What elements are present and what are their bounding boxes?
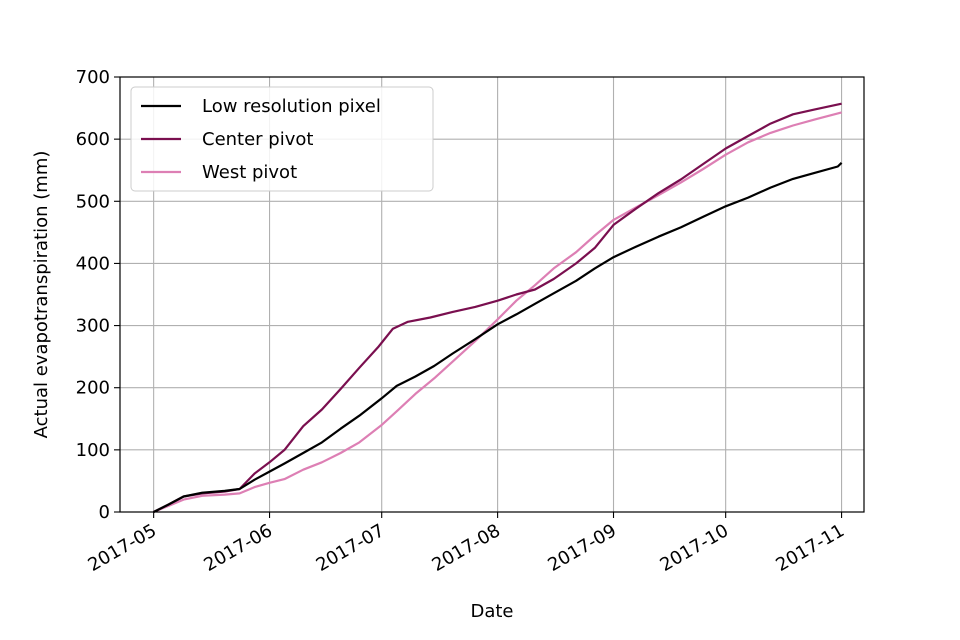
legend-label: West pivot <box>202 162 297 183</box>
y-tick-label: 400 <box>76 253 110 274</box>
legend-box <box>130 86 434 192</box>
series-line <box>153 102 842 513</box>
series-line <box>153 162 843 513</box>
series-line <box>153 111 842 514</box>
legend: Low resolution pixel Center pivot West piv… <box>130 86 434 192</box>
legend-label: Low resolution pixel <box>202 96 381 117</box>
y-tick-label: 500 <box>76 191 110 212</box>
y-axis-ticks: 0 100 200 300 400 500 600 700 <box>76 67 120 523</box>
y-tick-label: 700 <box>76 67 110 88</box>
y-tick-label: 200 <box>76 378 110 399</box>
y-tick-label: 100 <box>76 440 110 461</box>
legend-label: Center pivot <box>202 129 313 150</box>
y-axis-label: Actual evapotranspiration (mm) <box>31 151 52 439</box>
y-tick-label: 600 <box>76 129 110 150</box>
plot-frame <box>119 76 865 513</box>
y-tick-label: 0 <box>99 502 110 523</box>
x-axis-label: Date <box>470 601 513 622</box>
series-lines <box>153 102 843 514</box>
y-tick-label: 300 <box>76 316 110 337</box>
